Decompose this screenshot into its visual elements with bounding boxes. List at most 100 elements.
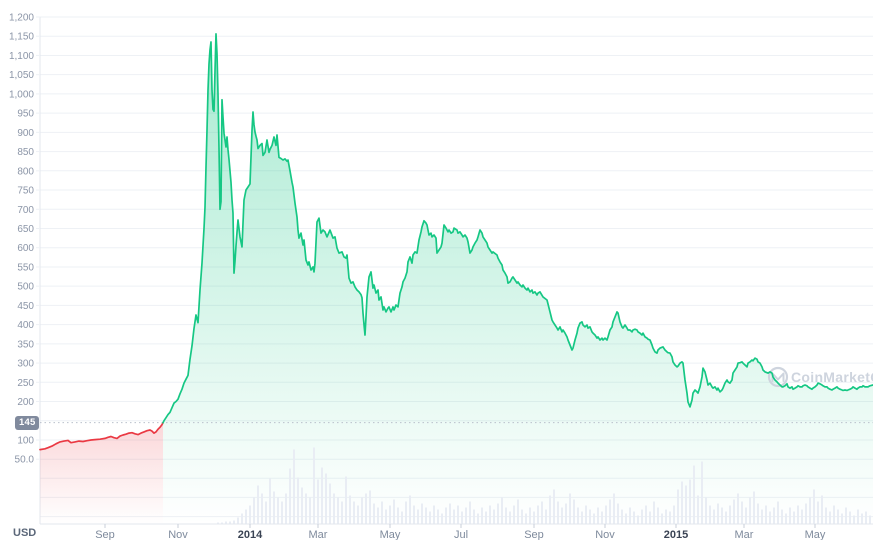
volume-bar (369, 490, 371, 524)
volume-bar (509, 511, 511, 524)
volume-bar (849, 511, 851, 524)
volume-bar (497, 503, 499, 524)
volume-bar (541, 501, 543, 524)
coinmarketcap-watermark: CoinMarketCap (767, 366, 873, 388)
volume-bar (445, 507, 447, 524)
volume-bar (757, 503, 759, 524)
volume-bar (857, 509, 859, 524)
volume-bar (729, 505, 731, 524)
y-axis-label: 650 (17, 224, 34, 235)
volume-bar (505, 507, 507, 524)
volume-bar (521, 509, 523, 524)
volume-bar (413, 505, 415, 524)
y-axis-label: 100 (17, 435, 34, 446)
volume-bar (853, 515, 855, 524)
volume-bar (409, 495, 411, 524)
volume-bar (293, 449, 295, 524)
x-axis-label: Jul (454, 529, 468, 540)
volume-bar (261, 493, 263, 524)
volume-bar (437, 509, 439, 524)
volume-bar (613, 493, 615, 524)
volume-bar (605, 505, 607, 524)
volume-bar (337, 497, 339, 524)
volume-bar (749, 497, 751, 524)
volume-bar (685, 485, 687, 524)
volume-bar (549, 495, 551, 524)
volume-bar (761, 509, 763, 524)
volume-bar (225, 521, 227, 524)
volume-bar (401, 511, 403, 524)
volume-bar (313, 447, 315, 524)
volume-bar (405, 501, 407, 524)
volume-bar (465, 507, 467, 524)
volume-bar (629, 507, 631, 524)
volume-bar (765, 505, 767, 524)
volume-bar (397, 507, 399, 524)
volume-bar (529, 507, 531, 524)
volume-bar (501, 497, 503, 524)
volume-bar (593, 513, 595, 524)
volume-bar (453, 509, 455, 524)
volume-bar (253, 497, 255, 524)
x-axis-label: Nov (168, 529, 188, 540)
volume-bar (573, 499, 575, 524)
volume-bar (809, 497, 811, 524)
volume-bar (353, 501, 355, 524)
volume-bar (285, 493, 287, 524)
volume-bar (365, 493, 367, 524)
y-axis-label: 450 (17, 301, 34, 312)
y-axis-label: 550 (17, 262, 34, 273)
y-axis-label: 400 (17, 320, 34, 331)
volume-bar (805, 503, 807, 524)
y-axis-label: 950 (17, 109, 34, 120)
x-axis-label: 2014 (238, 529, 263, 540)
volume-bar (297, 477, 299, 524)
volume-bar (793, 511, 795, 524)
volume-bar (821, 495, 823, 524)
volume-bar (813, 489, 815, 524)
volume-bar (801, 509, 803, 524)
volume-bar (701, 461, 703, 524)
x-axis-label: Mar (309, 529, 328, 540)
volume-bar (233, 520, 235, 524)
volume-bar (493, 509, 495, 524)
volume-bar (277, 497, 279, 524)
volume-bar (561, 507, 563, 524)
volume-bar (773, 507, 775, 524)
volume-bar (557, 501, 559, 524)
volume-bar (753, 491, 755, 524)
volume-bar (393, 499, 395, 524)
volume-bar (737, 493, 739, 524)
volume-bar (693, 465, 695, 524)
volume-bar (725, 511, 727, 524)
volume-bar (621, 509, 623, 524)
price-line-green (162, 33, 873, 424)
y-axis-label: 600 (17, 243, 34, 254)
volume-bar (457, 505, 459, 524)
volume-bar (241, 513, 243, 524)
volume-bar (677, 489, 679, 524)
y-axis-label: 500 (17, 282, 34, 293)
reference-price-badge: 145 (15, 416, 40, 430)
volume-bar (833, 505, 835, 524)
volume-bar (845, 507, 847, 524)
volume-bar (357, 505, 359, 524)
volume-bar (657, 507, 659, 524)
volume-bar (441, 513, 443, 524)
volume-bar (781, 509, 783, 524)
volume-bar (705, 497, 707, 524)
volume-bar (317, 479, 319, 524)
volume-bar (309, 497, 311, 524)
volume-bar (569, 493, 571, 524)
volume-bar (565, 503, 567, 524)
volume-bar (709, 505, 711, 524)
volume-bar (333, 493, 335, 524)
volume-bar (649, 511, 651, 524)
volume-bar (273, 491, 275, 524)
y-axis-label: 900 (17, 128, 34, 139)
y-axis-label: 250 (17, 378, 34, 389)
volume-bar (625, 513, 627, 524)
volume-bar (417, 509, 419, 524)
price-area-green (163, 33, 873, 525)
